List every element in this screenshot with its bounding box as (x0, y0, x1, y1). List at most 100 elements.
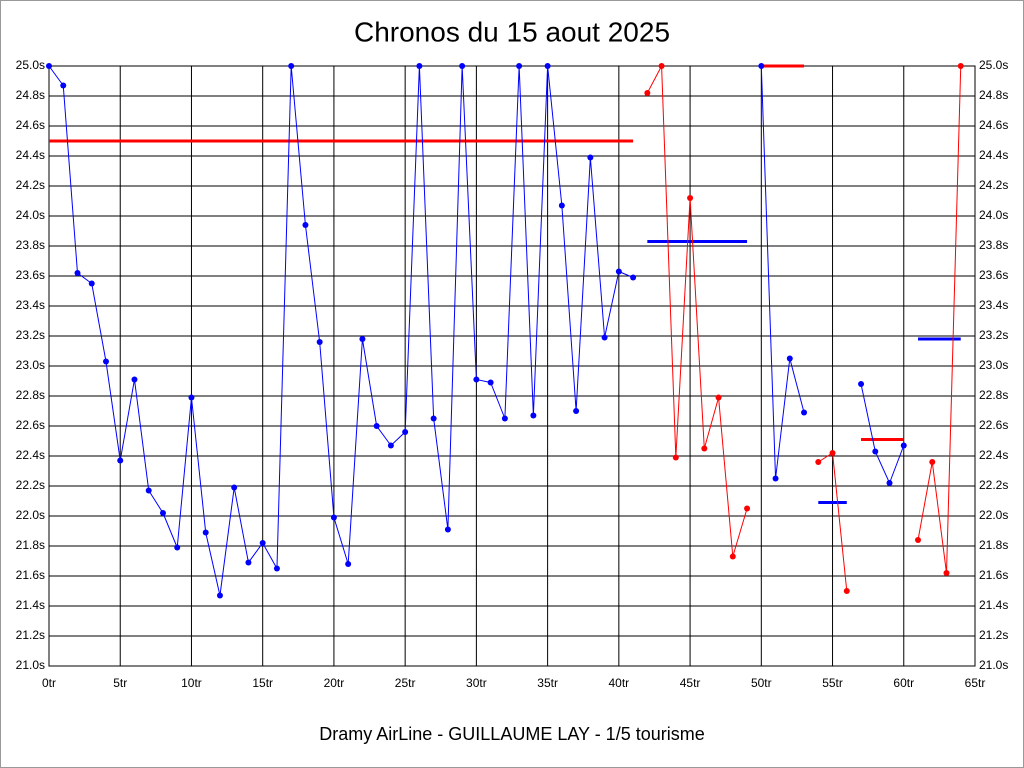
y-tick-label: 21.4s (16, 598, 45, 612)
y2-tick-label: 21.4s (979, 598, 1008, 612)
data-point (929, 459, 936, 465)
x-tick-label: 30tr (466, 676, 487, 690)
data-point (216, 592, 223, 599)
series-line (860, 383, 905, 485)
y2-tick-label: 23.4s (979, 298, 1008, 312)
series-line (48, 65, 634, 596)
y2-tick-label: 22.6s (979, 418, 1008, 432)
data-point (729, 553, 736, 560)
x-tick-label: 45tr (680, 676, 701, 690)
x-tick-label: 0tr (42, 676, 56, 690)
data-point (416, 63, 423, 69)
data-point (88, 280, 95, 287)
data-point (145, 487, 152, 494)
y-tick-label: 23.6s (16, 268, 45, 282)
y-tick-label: 24.8s (16, 88, 45, 102)
data-point (74, 270, 81, 276)
y2-tick-label: 23.2s (979, 328, 1008, 342)
data-point (872, 448, 879, 455)
y2-tick-label: 24.4s (979, 148, 1008, 162)
y2-tick-label: 23.8s (979, 238, 1008, 252)
y2-tick-label: 24.6s (979, 118, 1008, 132)
data-point (672, 454, 679, 461)
y-tick-label: 23.8s (16, 238, 45, 252)
data-point (516, 63, 523, 69)
data-point (957, 63, 964, 69)
y2-tick-label: 22.4s (979, 448, 1008, 462)
data-point (202, 529, 209, 536)
y-tick-label: 24.2s (16, 178, 45, 192)
data-point (444, 526, 451, 533)
data-point (943, 570, 950, 576)
y2-tick-label: 22.2s (979, 478, 1008, 492)
y-tick-label: 21.0s (16, 658, 45, 672)
x-tick-label: 65tr (965, 676, 986, 690)
data-point (858, 381, 865, 387)
x-tick-label: 35tr (537, 676, 558, 690)
x-tick-label: 10tr (181, 676, 202, 690)
y-tick-label: 22.8s (16, 388, 45, 402)
data-point (829, 450, 836, 456)
data-point (159, 510, 166, 516)
data-point (102, 358, 109, 365)
series-line (646, 64, 748, 557)
y-tick-label: 23.2s (16, 328, 45, 342)
data-point (886, 480, 893, 486)
y-tick-label: 22.6s (16, 418, 45, 432)
data-point (302, 222, 309, 228)
y2-tick-label: 21.6s (979, 568, 1008, 582)
y2-tick-label: 21.0s (979, 658, 1008, 672)
data-point (900, 442, 907, 449)
y-tick-label: 24.4s (16, 148, 45, 162)
y-tick-label: 25.0s (16, 58, 45, 72)
data-point (701, 445, 708, 452)
data-point (402, 429, 409, 435)
data-point (915, 537, 922, 543)
data-point (801, 409, 808, 416)
data-point (487, 379, 494, 386)
data-point (473, 376, 480, 383)
x-tick-label: 20tr (324, 676, 345, 690)
x-tick-label: 50tr (751, 676, 772, 690)
plot-border (48, 65, 976, 667)
x-tick-label: 25tr (395, 676, 416, 690)
data-point (744, 505, 751, 512)
y-tick-label: 22.4s (16, 448, 45, 462)
y-tick-label: 23.0s (16, 358, 45, 372)
y2-tick-label: 21.8s (979, 538, 1008, 552)
y2-tick-label: 21.2s (979, 628, 1008, 642)
series-line (760, 65, 805, 479)
data-point (117, 457, 124, 464)
y-tick-label: 24.0s (16, 208, 45, 222)
data-point (459, 63, 466, 69)
data-point (558, 202, 565, 209)
data-point (288, 63, 295, 69)
y-tick-label: 22.2s (16, 478, 45, 492)
y-tick-label: 24.6s (16, 118, 45, 132)
data-point (815, 459, 822, 465)
y2-tick-label: 23.0s (979, 358, 1008, 372)
data-point (316, 339, 323, 345)
data-point (715, 394, 722, 401)
data-point (60, 82, 67, 89)
data-point (245, 559, 252, 566)
data-point (601, 334, 608, 341)
y2-tick-label: 24.0s (979, 208, 1008, 222)
data-point (373, 423, 380, 429)
data-point (544, 63, 551, 69)
y-tick-label: 21.8s (16, 538, 45, 552)
y2-tick-label: 22.0s (979, 508, 1008, 522)
data-point (430, 415, 437, 422)
data-point (359, 336, 366, 342)
data-point (758, 63, 765, 69)
data-point (630, 274, 637, 281)
data-point (174, 544, 181, 551)
data-point (46, 63, 52, 69)
data-point (188, 394, 195, 401)
data-point (345, 561, 352, 567)
data-point (501, 415, 508, 422)
data-point (259, 540, 266, 546)
y-tick-label: 21.6s (16, 568, 45, 582)
data-point (131, 376, 138, 383)
